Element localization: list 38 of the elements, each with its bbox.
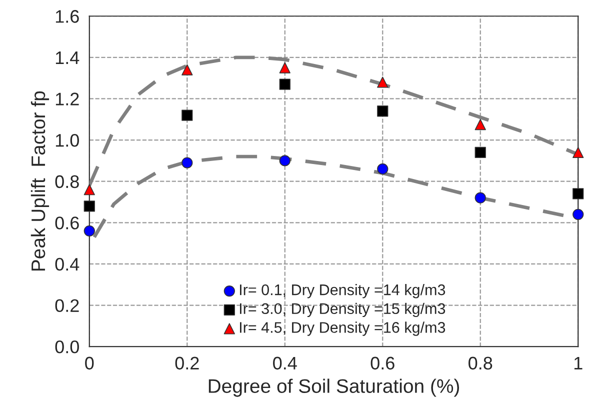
point [182,64,193,76]
legend-label: Ir= 0.1, Dry Density =14 kg/m3 [240,284,446,298]
x-tick-label: 0.6 [370,356,394,370]
point [182,157,193,168]
y-tick-label: 0.2 [55,299,79,312]
point [572,208,584,220]
point [377,106,388,117]
point [279,155,290,166]
y-axis-title: Peak Uplift Factor fp [30,91,50,271]
point [474,146,486,158]
point [572,146,584,158]
x-axis-title: Degree of Soil Saturation (%) [208,378,460,397]
point [377,76,388,88]
y-tick-label: 0.4 [55,258,80,271]
y-tick-label: 1.2 [56,92,79,106]
x-tick-label: 0.4 [273,356,297,370]
x-tick-label: 0.2 [175,356,199,370]
legend-label: Ir= 4.5, Dry Density =16 kg/m3 [240,322,446,336]
y-tick-label: 1.0 [56,134,79,147]
point [474,118,486,130]
y-tick-label: 1.6 [56,10,79,23]
point [84,200,95,212]
point [84,225,95,236]
point [377,163,388,175]
x-tick-label: 0.8 [468,356,492,370]
point [279,62,290,74]
x-tick-label: 0 [85,356,94,370]
point [279,78,290,90]
y-tick-label: 0.0 [55,340,79,354]
y-tick-label: 0.8 [55,175,79,188]
y-tick-label: 1.4 [56,52,80,64]
point [474,192,486,204]
y-tick-label: 0.6 [55,216,79,230]
point [182,110,193,121]
x-tick-label: 1 [574,356,582,370]
point [84,184,95,196]
point [572,188,584,200]
legend-label: Ir= 3.0, Dry Density =15 kg/m3 [240,302,446,318]
